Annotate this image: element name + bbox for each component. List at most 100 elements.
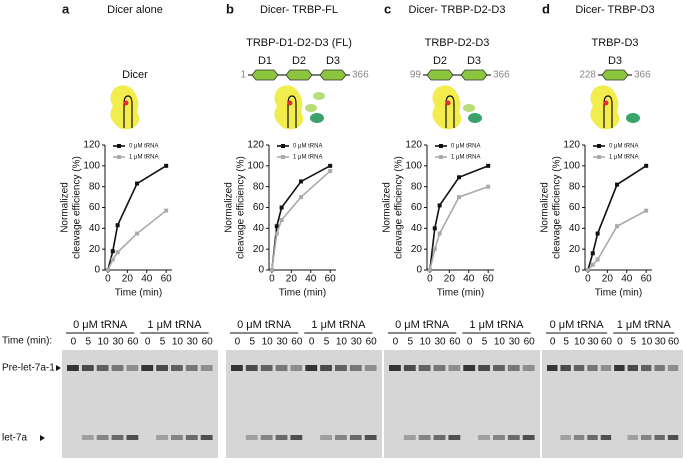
data-point — [595, 231, 600, 236]
active-site — [287, 100, 293, 106]
lane-label: 30 — [509, 337, 521, 348]
legend-marker — [281, 155, 285, 159]
dicer-cartoon — [274, 85, 304, 130]
domain-start: 1 — [240, 70, 246, 81]
gel-band — [418, 365, 431, 371]
gel-band — [507, 365, 520, 371]
gel-band — [290, 365, 303, 371]
trbp-cartoon — [305, 104, 317, 112]
data-point — [437, 203, 442, 208]
gel-band — [364, 365, 377, 371]
y-tick-label: 0 — [258, 265, 264, 276]
gel-band — [320, 365, 332, 371]
domain-box — [426, 69, 454, 81]
gel-band — [389, 365, 401, 371]
legend-marker — [439, 144, 443, 148]
gel-band — [96, 435, 109, 440]
gel-band — [587, 365, 598, 371]
data-point — [432, 226, 437, 231]
data-point — [164, 163, 169, 168]
data-point — [135, 181, 140, 186]
lane-label: 60 — [202, 337, 214, 348]
data-point — [457, 195, 462, 200]
gel-band — [111, 365, 124, 371]
domain-name: D2 — [292, 55, 306, 67]
gel-band — [275, 365, 288, 371]
lane-label: 0 — [467, 337, 473, 348]
gel-band — [667, 435, 679, 440]
y-tick-label: 80 — [89, 181, 101, 192]
lane-label: 60 — [449, 337, 461, 348]
lane-label: 10 — [641, 337, 653, 348]
lane-label: 10 — [98, 337, 110, 348]
series-line — [587, 165, 647, 271]
y-tick-label: 40 — [569, 223, 581, 234]
panel-title: Dicer- TRBP-D3 — [575, 4, 654, 16]
lane-label: 30 — [351, 337, 363, 348]
domain-start: 228 — [579, 70, 596, 81]
lane-label: 30 — [187, 337, 199, 348]
data-point — [457, 175, 462, 180]
gel-band — [290, 435, 303, 440]
lane-label: 5 — [408, 337, 414, 348]
gel-band — [81, 365, 94, 371]
x-tick-label: 60 — [325, 274, 337, 285]
lane-label: 5 — [563, 337, 569, 348]
y-tick-label: 20 — [89, 244, 101, 255]
lane-label: 5 — [160, 337, 166, 348]
legend-label: 0 μM tRNA — [609, 144, 638, 150]
gel-band — [493, 435, 505, 440]
legend-marker — [597, 155, 601, 159]
y-axis-label: Normalized — [224, 182, 235, 233]
panel-label: b — [226, 1, 234, 16]
x-tick-label: 0 — [585, 274, 591, 285]
y-tick-label: 0 — [94, 265, 100, 276]
domain-box — [251, 69, 279, 81]
trbp-cartoon — [310, 113, 324, 123]
domain-name: D3 — [608, 55, 622, 67]
gel-band — [433, 435, 446, 440]
data-point — [274, 224, 279, 229]
legend-label: 0 μM tRNA — [129, 144, 158, 150]
lane-label: 0 — [145, 337, 151, 348]
y-tick-label: 80 — [253, 181, 265, 192]
gel-band — [96, 365, 109, 371]
gel-band — [111, 435, 124, 440]
trbp-cartoon — [626, 113, 640, 123]
y-axis-label: cleavage efficiency (%) — [236, 156, 247, 259]
gel-band — [200, 365, 213, 371]
legend-marker — [281, 144, 285, 148]
lane-label: 5 — [86, 337, 92, 348]
gel-band — [448, 365, 461, 371]
y-axis-label: cleavage efficiency (%) — [552, 156, 563, 259]
legend-marker — [117, 144, 121, 148]
lane-label: 5 — [324, 337, 330, 348]
y-tick-label: 60 — [253, 202, 265, 213]
data-point — [486, 184, 491, 189]
y-axis-label: cleavage efficiency (%) — [72, 156, 83, 259]
data-point — [427, 268, 432, 272]
gel-band — [260, 435, 273, 440]
active-site — [445, 100, 451, 106]
gel-band — [600, 365, 612, 371]
gel-band — [200, 435, 213, 440]
gel-band — [171, 365, 183, 371]
data-point — [328, 163, 333, 168]
y-tick-label: 100 — [563, 160, 580, 171]
domain-end: 366 — [634, 70, 651, 81]
data-point — [615, 182, 620, 187]
gel-band — [573, 435, 585, 440]
gel-band — [141, 365, 154, 371]
x-axis-label: Time (min) — [115, 288, 162, 299]
group-label: 1 μM tRNA — [617, 319, 672, 331]
legend-marker — [597, 144, 601, 148]
gel-band — [260, 365, 273, 371]
y-tick-label: 20 — [411, 244, 423, 255]
dicer-cartoon — [590, 85, 620, 130]
x-tick-label: 40 — [463, 274, 475, 285]
lane-label: 30 — [587, 337, 599, 348]
lane-label: 30 — [434, 337, 446, 348]
lane-label: 0 — [617, 337, 623, 348]
domain-name: D2 — [433, 55, 447, 67]
